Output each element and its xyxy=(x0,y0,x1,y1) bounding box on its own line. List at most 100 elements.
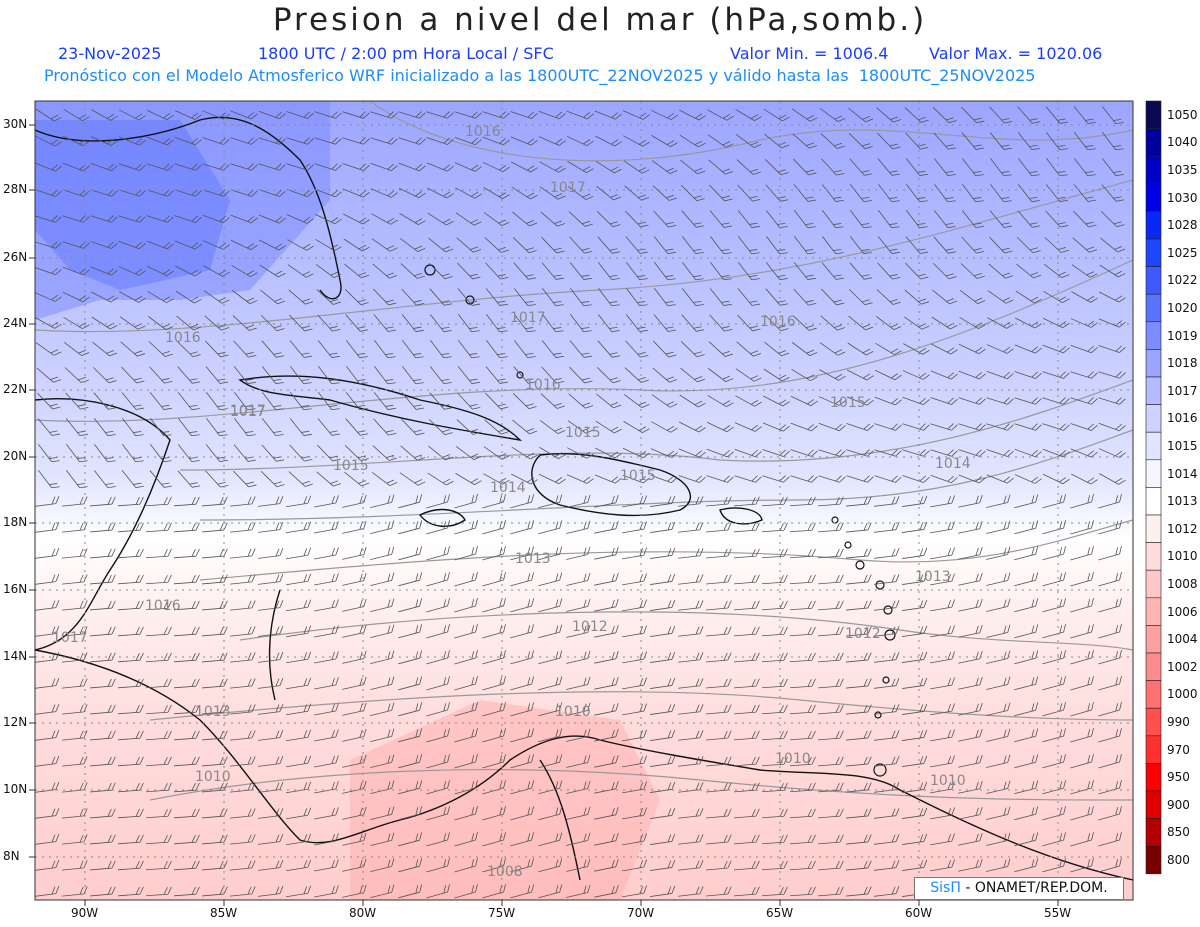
min-value: Valor Min. = 1006.4 xyxy=(730,44,889,63)
contour-label: 1016 xyxy=(465,124,501,140)
colorbar-swatch xyxy=(1145,680,1162,709)
wind-barbs xyxy=(35,106,1126,899)
contour-label: 1010 xyxy=(555,704,591,720)
contour-label: 1015 xyxy=(620,468,656,484)
colorbar-label: 850 xyxy=(1167,825,1190,840)
colorbar xyxy=(1145,100,1162,875)
colorbar-label: 900 xyxy=(1167,797,1190,812)
lon-label: 90W xyxy=(71,906,99,920)
lon-label: 85W xyxy=(210,906,238,920)
colorbar-swatch xyxy=(1145,404,1162,433)
colorbar-swatch xyxy=(1145,128,1162,157)
contour-label: 1012 xyxy=(845,626,881,642)
contour-label: 1015 xyxy=(830,395,866,411)
colorbar-swatch xyxy=(1145,376,1162,405)
lat-label: 8N xyxy=(3,849,20,863)
contour-label: 1017 xyxy=(230,403,266,419)
lat-label: 26N xyxy=(3,250,28,264)
colorbar-swatch xyxy=(1145,790,1162,819)
lon-label: 60W xyxy=(905,906,933,920)
colorbar-label: 970 xyxy=(1167,742,1190,757)
contour-label: 1010 xyxy=(775,751,811,767)
colorbar-swatch xyxy=(1145,183,1162,212)
contour-label: 1016 xyxy=(760,314,796,330)
lon-label: 80W xyxy=(349,906,377,920)
map-frame xyxy=(34,100,1134,901)
lat-label: 30N xyxy=(3,117,28,131)
lat-label: 22N xyxy=(3,382,28,396)
colorbar-swatch xyxy=(1145,514,1162,543)
colorbar-label: 1030 xyxy=(1167,190,1198,205)
lat-label: 24N xyxy=(3,316,28,330)
colorbar-swatch xyxy=(1145,845,1162,875)
colorbar-swatch xyxy=(1145,100,1162,129)
contour-label: 1017 xyxy=(52,630,88,646)
contour-label: 1014 xyxy=(490,480,526,496)
low-pressure-zone xyxy=(350,700,660,900)
colorbar-swatch xyxy=(1145,211,1162,240)
colorbar-label: 1017 xyxy=(1167,383,1198,398)
contour-label: 1015 xyxy=(333,458,369,474)
colorbar-swatch xyxy=(1145,293,1162,323)
colorbar-label: 1000 xyxy=(1167,687,1198,702)
lat-label: 20N xyxy=(3,449,28,463)
lon-label: 70W xyxy=(627,906,655,920)
lat-label: 12N xyxy=(3,715,28,729)
lon-label: 55W xyxy=(1044,906,1072,920)
colorbar-label: 1022 xyxy=(1167,273,1198,288)
colorbar-swatch xyxy=(1145,542,1162,571)
contour-label: 1010 xyxy=(930,773,966,789)
contour-label: 1010 xyxy=(195,769,231,785)
contour-label: 1017 xyxy=(230,404,266,420)
colorbar-label: 1015 xyxy=(1167,439,1198,453)
colorbar-swatch xyxy=(1145,155,1162,185)
credit-text: - ONAMET/REP.DOM. xyxy=(960,880,1108,896)
colorbar-swatch xyxy=(1145,818,1162,847)
colorbar-swatch xyxy=(1145,625,1162,654)
contour-label: 1016 xyxy=(165,330,201,346)
credit-box: SisΠ - ONAMET/REP.DOM. xyxy=(914,877,1124,900)
colorbar-label: 950 xyxy=(1167,770,1190,785)
colorbar-label: 1010 xyxy=(1167,549,1198,564)
colorbar-swatch xyxy=(1145,459,1162,488)
colorbar-label: 1004 xyxy=(1167,632,1198,647)
sispi-logo: SisΠ xyxy=(930,880,961,896)
lat-label: 14N xyxy=(3,649,28,663)
colorbar-label: 1006 xyxy=(1167,604,1198,619)
colorbar-swatch xyxy=(1145,431,1162,461)
colorbar-label: 1014 xyxy=(1167,466,1198,481)
contour-label: 1008 xyxy=(487,864,523,880)
colorbar-label: 1002 xyxy=(1167,659,1198,674)
lon-label: 75W xyxy=(488,906,516,920)
colorbar-swatch xyxy=(1145,652,1162,681)
contour-label: 1013 xyxy=(515,551,551,567)
lat-label: 10N xyxy=(3,782,28,796)
isobars xyxy=(35,101,1133,801)
map-title: Presion a nivel del mar (hPa,somb.) xyxy=(272,2,928,38)
contour-label: 1014 xyxy=(935,456,971,472)
lat-label: 18N xyxy=(3,515,28,529)
colorbar-label: 1018 xyxy=(1167,356,1198,371)
colorbar-label: 1025 xyxy=(1167,245,1198,260)
colorbar-swatch xyxy=(1145,266,1162,295)
colorbar-label: 1028 xyxy=(1167,218,1198,233)
colorbar-swatch xyxy=(1145,487,1162,516)
lat-label: 28N xyxy=(3,182,28,196)
colorbar-label: 1013 xyxy=(1167,494,1198,509)
colorbar-swatch xyxy=(1145,321,1162,350)
contour-label: 1012 xyxy=(572,619,608,635)
colorbar-label: 1016 xyxy=(1167,411,1198,426)
high-pressure-zone xyxy=(35,101,330,320)
lat-label: 16N xyxy=(3,582,28,596)
colorbar-swatch xyxy=(1145,707,1162,737)
colorbar-swatch xyxy=(1145,349,1162,378)
colorbar-label: 990 xyxy=(1167,715,1190,729)
colorbar-swatch xyxy=(1145,238,1162,267)
contour-label: 1013 xyxy=(195,704,231,720)
contour-label: 1017 xyxy=(550,180,586,196)
lesser-antilles xyxy=(424,264,896,777)
contour-label: 1013 xyxy=(915,569,951,585)
colorbar-label: 1050 xyxy=(1167,107,1198,122)
coastlines xyxy=(35,116,1133,881)
